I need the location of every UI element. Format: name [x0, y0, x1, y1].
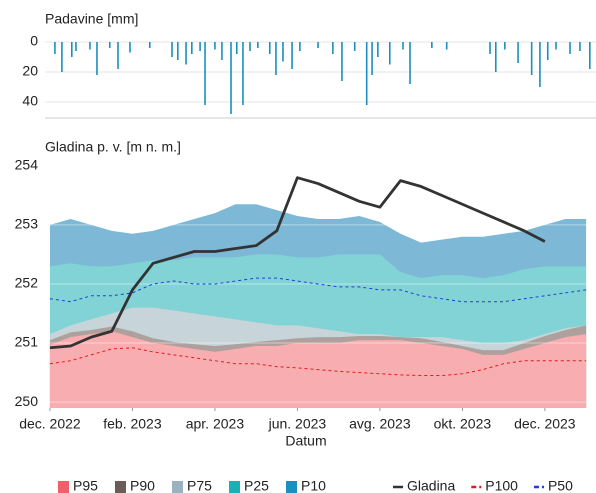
y-tick-label: 254 [15, 157, 39, 173]
precip-bar [177, 42, 179, 60]
precip-bar [579, 42, 581, 51]
precip-bar [409, 42, 411, 84]
legend-swatch [286, 481, 297, 493]
precip-bar [431, 42, 433, 48]
precip-bar [388, 42, 391, 65]
precip-bar [569, 42, 571, 54]
precip-bar [494, 42, 497, 72]
x-tick-label: dec. 2023 [514, 416, 576, 432]
x-tick-label: apr. 2023 [186, 416, 245, 432]
precip-bar [96, 42, 98, 75]
precip-bar [517, 42, 519, 63]
precip-bar [504, 42, 506, 50]
precip-bar [589, 42, 591, 69]
x-tick-label: feb. 2023 [103, 416, 162, 432]
legend-label: P50 [548, 478, 573, 493]
legend-label: P90 [130, 478, 155, 493]
legend-swatch [115, 481, 126, 493]
x-axis-label: Datum [285, 433, 326, 449]
precip-bar [171, 42, 173, 57]
precip-bar [530, 42, 533, 75]
precip-bar [235, 42, 238, 54]
series-line [49, 347, 587, 377]
precip-bar [191, 42, 193, 54]
precip-bar [89, 42, 91, 50]
precip-bar [539, 42, 541, 87]
precip-bar [291, 42, 293, 69]
precip-bar [268, 42, 271, 54]
precip-bar [402, 42, 404, 50]
legend-label: P25 [244, 478, 269, 493]
precip-bar [204, 42, 206, 105]
level-title: Gladina p. v. [m n. m.] [45, 139, 181, 155]
precip-bar [148, 42, 151, 48]
precip-bar [221, 42, 223, 60]
y-tick-label: 253 [15, 216, 39, 232]
legend-swatch [58, 481, 69, 493]
precip-bar [317, 42, 319, 48]
x-tick-label: avg. 2023 [349, 416, 411, 432]
precip-bar [199, 42, 201, 51]
precip-bar [371, 42, 373, 75]
y-tick-label: 20 [22, 63, 38, 79]
precip-bar [299, 42, 301, 51]
legend-label: P10 [301, 478, 326, 493]
legend-label: P100 [485, 478, 518, 493]
legend-swatch [172, 481, 183, 493]
precip-bar [546, 42, 549, 60]
precip-bar [257, 42, 259, 48]
precip-bar [61, 42, 63, 72]
precip-title: Padavine [mm] [45, 11, 138, 27]
precip-bar [489, 42, 491, 54]
x-tick-label: jun. 2023 [268, 416, 327, 432]
precip-bar [332, 42, 334, 54]
legend-swatch [229, 481, 240, 493]
precip-bar [275, 42, 277, 75]
precip-bar [129, 42, 131, 53]
precip-bar [341, 42, 343, 81]
legend-label: Gladina [407, 478, 455, 493]
y-tick-label: 40 [22, 93, 38, 109]
y-tick-label: 250 [15, 393, 39, 409]
precip-bar [555, 42, 557, 50]
precip-bar [214, 42, 216, 50]
precip-bar [54, 42, 56, 54]
y-tick-label: 251 [15, 334, 39, 350]
precip-bar [353, 42, 356, 51]
precip-bar [365, 42, 368, 105]
precip-bar [445, 42, 448, 50]
precip-bar [185, 42, 187, 65]
precip-bar [117, 42, 119, 69]
precip-bar [249, 42, 251, 51]
x-tick-label: okt. 2023 [434, 416, 492, 432]
legend-label: P75 [187, 478, 212, 493]
series-line [49, 176, 546, 350]
y-tick-label: 252 [15, 275, 39, 291]
y-tick-label: 0 [30, 33, 38, 49]
legend-label: P95 [73, 478, 98, 493]
precip-bar [71, 42, 73, 57]
series-line [49, 277, 587, 303]
precip-bar [230, 42, 232, 114]
precip-bar [75, 42, 77, 51]
precip-bar [242, 42, 244, 105]
precip-bar [108, 42, 111, 48]
precip-bar [377, 42, 379, 57]
precip-bar [282, 42, 284, 62]
x-tick-label: dec. 2022 [19, 416, 81, 432]
